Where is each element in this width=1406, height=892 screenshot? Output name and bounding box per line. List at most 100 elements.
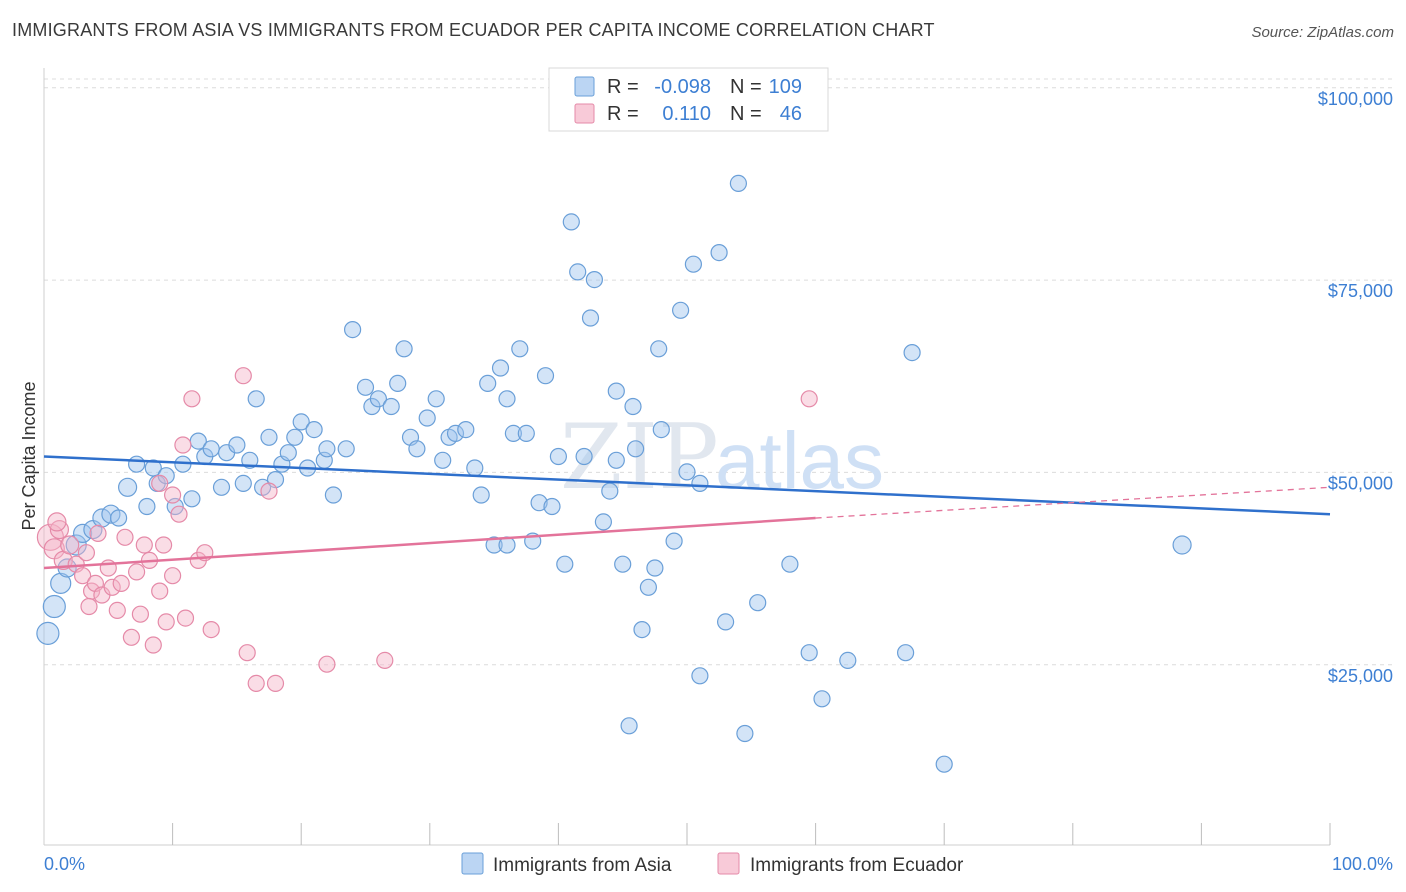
legend-r-label-asia: R =: [607, 76, 639, 98]
point-ecuador: [238, 644, 256, 662]
bottom-legend-swatch-ecuador: [717, 852, 740, 875]
watermark-atlas: atlas: [715, 416, 884, 505]
point-asia: [479, 374, 497, 392]
y-tick-labels: $25,000 $50,000 $75,000 $100,000: [1318, 89, 1393, 686]
point-ecuador: [183, 390, 201, 408]
point-ecuador: [376, 651, 394, 670]
point-asia: [749, 594, 767, 612]
point-asia: [517, 424, 535, 442]
bottom-legend: Immigrants from Asia Immigrants from Ecu…: [461, 852, 964, 876]
point-asia: [614, 555, 632, 573]
point-ecuador: [164, 567, 182, 585]
point-asia: [575, 447, 593, 466]
x-ticks: [172, 823, 1331, 845]
point-ecuador: [112, 574, 130, 593]
point-asia: [466, 459, 484, 477]
bottom-legend-swatch-asia: [461, 852, 484, 875]
trend-lines: [43, 455, 1331, 570]
point-asia: [472, 486, 490, 504]
point-asia: [839, 651, 857, 670]
point-asia: [183, 490, 201, 508]
point-ecuador: [89, 524, 107, 543]
legend: R = -0.098 N = 109 R = 0.110 N = 46: [548, 67, 829, 132]
y-tick-label: $50,000: [1328, 473, 1393, 493]
legend-r-value-asia: -0.098: [654, 76, 711, 98]
point-asia: [624, 397, 642, 416]
legend-r-label-ecuador: R =: [607, 103, 639, 125]
trend-line-asia: [43, 455, 1331, 516]
point-ecuador: [170, 505, 188, 523]
legend-n-label-asia: N =: [730, 76, 762, 98]
point-asia: [457, 421, 475, 439]
point-asia: [729, 174, 748, 192]
point-asia: [684, 255, 703, 273]
point-asia: [389, 374, 407, 392]
point-asia: [369, 390, 387, 408]
point-ecuador: [151, 582, 169, 600]
point-asia: [408, 440, 426, 458]
point-asia: [736, 724, 754, 743]
point-ecuador: [77, 544, 96, 562]
watermark: ZIP atlas: [560, 405, 884, 510]
point-asia: [241, 451, 259, 469]
point-asia: [562, 213, 580, 231]
legend-n-value-ecuador: 46: [780, 103, 802, 125]
point-asia: [594, 513, 613, 531]
legend-n-value-asia: 109: [769, 76, 802, 98]
point-asia: [485, 536, 503, 554]
watermark-zip: ZIP: [560, 405, 719, 510]
point-asia: [324, 486, 342, 504]
point-asia: [434, 451, 452, 469]
point-asia: [536, 367, 555, 385]
point-asia: [691, 667, 709, 685]
point-ecuador: [128, 563, 146, 581]
point-asia: [260, 428, 278, 446]
point-asia: [395, 340, 413, 358]
point-ecuador: [164, 486, 182, 504]
point-asia: [427, 390, 445, 408]
point-asia: [128, 455, 146, 473]
point-asia: [646, 559, 664, 577]
x-tick-label-min: 0.0%: [44, 854, 85, 874]
point-ecuador: [122, 628, 140, 646]
source-credit: Source: ZipAtlas.com: [1251, 24, 1394, 41]
point-asia: [491, 359, 510, 377]
point-asia: [800, 644, 818, 662]
point-ecuador: [144, 636, 162, 654]
point-asia: [1172, 535, 1192, 555]
point-ecuador: [131, 605, 149, 623]
point-ecuador: [247, 674, 265, 693]
point-asia: [292, 413, 310, 431]
point-asia: [286, 428, 304, 446]
point-asia: [543, 497, 561, 516]
point-asia: [556, 555, 574, 573]
point-asia: [234, 474, 252, 492]
point-asia: [36, 621, 60, 646]
chart-title: IMMIGRANTS FROM ASIA VS IMMIGRANTS FROM …: [12, 20, 935, 40]
point-asia: [504, 424, 523, 442]
point-ecuador: [176, 609, 195, 627]
point-asia: [633, 620, 651, 639]
point-ecuador: [157, 613, 175, 631]
point-ecuador: [135, 536, 153, 554]
point-asia: [511, 340, 529, 358]
point-ecuador: [266, 674, 285, 693]
point-ecuador: [260, 482, 278, 500]
point-asia: [601, 482, 619, 500]
point-asia: [228, 436, 246, 454]
y-axis-title: Per Capita Income: [19, 381, 39, 530]
point-asia: [318, 440, 336, 458]
point-asia: [117, 477, 138, 497]
point-asia: [607, 382, 625, 400]
point-asia: [418, 409, 436, 427]
point-asia: [337, 440, 355, 458]
y-tick-label: $100,000: [1318, 89, 1393, 109]
point-asia: [903, 344, 921, 362]
point-ecuador: [73, 567, 92, 585]
legend-swatch-asia: [574, 76, 595, 97]
point-ecuador: [151, 474, 169, 492]
point-asia: [109, 509, 128, 527]
point-asia: [607, 451, 625, 469]
x-tick-label-max: 100.0%: [1332, 854, 1393, 874]
